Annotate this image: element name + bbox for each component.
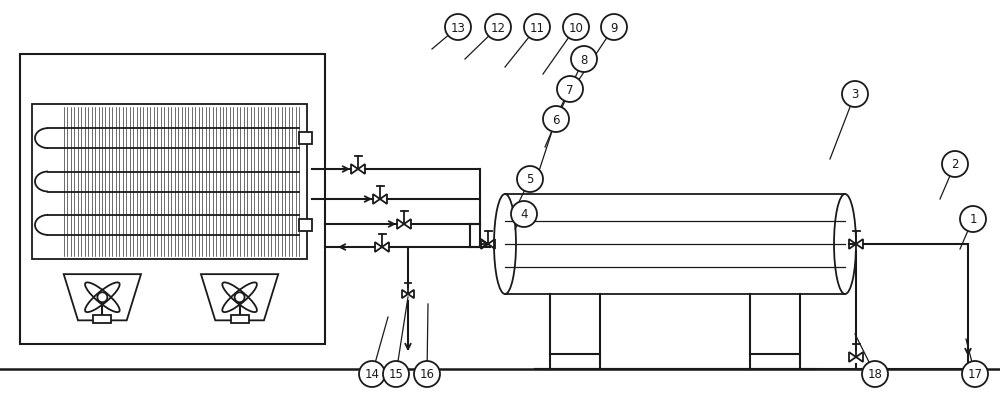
Text: 16: 16: [420, 368, 435, 381]
Bar: [93, 316, 111, 324]
Circle shape: [942, 152, 968, 178]
Bar: [299, 133, 312, 145]
Text: 2: 2: [951, 158, 959, 171]
Circle shape: [414, 361, 440, 387]
Text: 10: 10: [569, 21, 583, 34]
Circle shape: [485, 15, 511, 41]
Circle shape: [524, 15, 550, 41]
Text: 14: 14: [365, 368, 380, 381]
Text: 13: 13: [451, 21, 465, 34]
Text: 9: 9: [610, 21, 618, 34]
Text: 18: 18: [868, 368, 882, 381]
Circle shape: [235, 292, 245, 302]
Circle shape: [601, 15, 627, 41]
Circle shape: [359, 361, 385, 387]
Text: 5: 5: [526, 173, 534, 186]
Text: 3: 3: [851, 88, 859, 101]
Ellipse shape: [834, 194, 856, 294]
Bar: [32, 105, 307, 259]
Text: 1: 1: [969, 213, 977, 226]
Circle shape: [445, 15, 471, 41]
Text: 6: 6: [552, 113, 560, 126]
Circle shape: [862, 361, 888, 387]
Circle shape: [960, 207, 986, 233]
Bar: [231, 316, 249, 324]
Bar: [20, 55, 325, 344]
Circle shape: [557, 77, 583, 103]
Circle shape: [383, 361, 409, 387]
Circle shape: [97, 292, 107, 302]
Text: 4: 4: [520, 208, 528, 221]
Text: 7: 7: [566, 83, 574, 96]
Circle shape: [571, 47, 597, 73]
Circle shape: [511, 201, 537, 227]
Text: 8: 8: [580, 53, 588, 66]
Circle shape: [517, 166, 543, 192]
Text: 17: 17: [968, 368, 982, 381]
Circle shape: [962, 361, 988, 387]
Circle shape: [543, 107, 569, 133]
Bar: [299, 219, 312, 231]
Circle shape: [563, 15, 589, 41]
Text: 11: 11: [530, 21, 544, 34]
Ellipse shape: [494, 194, 516, 294]
Bar: [505, 194, 845, 294]
Text: 12: 12: [491, 21, 506, 34]
Circle shape: [842, 82, 868, 108]
Text: 15: 15: [389, 368, 403, 381]
